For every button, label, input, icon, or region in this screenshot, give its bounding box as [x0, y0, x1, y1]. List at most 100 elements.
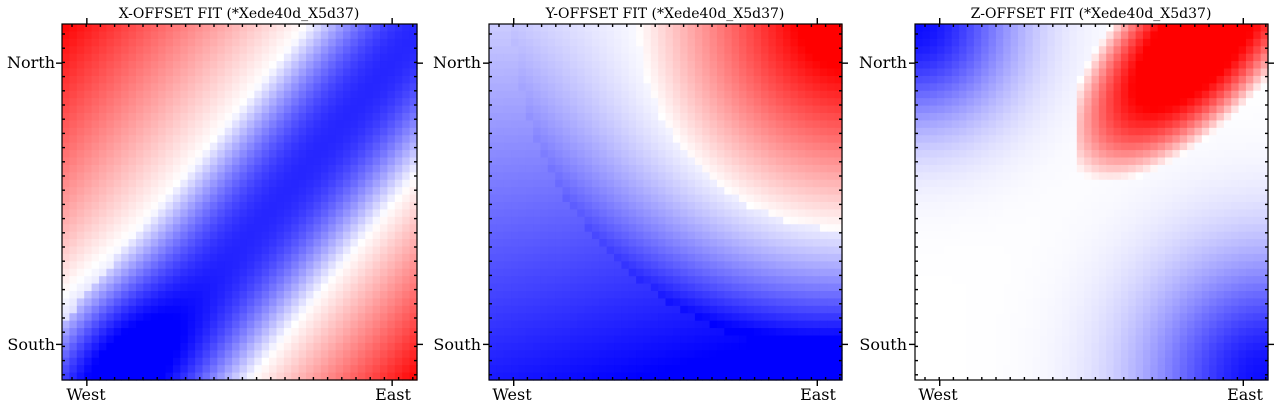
heatmap-cell — [387, 53, 396, 62]
heatmap-cell — [746, 291, 755, 300]
heatmap-cell — [702, 83, 711, 92]
heatmap-cell — [614, 135, 622, 144]
heatmap-cell — [76, 253, 85, 262]
heatmap-cell — [591, 239, 600, 248]
heatmap-cell — [365, 202, 374, 211]
heatmap-cell — [165, 291, 174, 300]
heatmap-cell — [306, 298, 315, 307]
heatmap-cell — [150, 202, 159, 211]
heatmap-cell — [394, 320, 403, 329]
heatmap-cell — [591, 283, 600, 292]
heatmap-cell — [591, 172, 600, 181]
heatmap-cell — [313, 53, 322, 62]
heatmap-cell — [298, 342, 307, 351]
heatmap-cell — [569, 98, 578, 107]
heatmap-cell — [402, 194, 411, 203]
heatmap-cell — [606, 305, 615, 314]
heatmap-cell — [643, 142, 652, 151]
heatmap-cell — [775, 150, 784, 159]
heatmap-cell — [636, 372, 645, 381]
heatmap-cell — [320, 90, 329, 99]
heatmap-cell — [394, 216, 403, 225]
heatmap-cell — [291, 231, 300, 240]
heatmap-cell — [291, 194, 300, 203]
heatmap-cell — [805, 46, 814, 55]
heatmap-cell — [350, 38, 359, 47]
heatmap-cell — [650, 179, 659, 188]
heatmap-cell — [69, 53, 78, 62]
heatmap-cell — [113, 328, 122, 337]
heatmap-cell — [584, 291, 593, 300]
heatmap-cell — [98, 335, 107, 344]
heatmap-cell — [113, 24, 122, 33]
heatmap-cell — [394, 328, 403, 337]
heatmap-cell — [328, 38, 337, 47]
heatmap-cell — [150, 142, 159, 151]
heatmap-cell — [195, 135, 204, 144]
heatmap-cell — [739, 120, 747, 129]
heatmap-cell — [797, 283, 806, 292]
heatmap-cell — [224, 342, 233, 351]
heatmap-cell — [577, 194, 586, 203]
heatmap-cell — [380, 298, 389, 307]
heatmap-cell — [224, 372, 233, 381]
heatmap-cell — [591, 276, 600, 285]
heatmap-cell — [195, 216, 204, 225]
heatmap-cell — [62, 328, 70, 337]
heatmap-cell — [165, 75, 174, 84]
heatmap-cell — [724, 127, 733, 136]
heatmap-cell — [217, 75, 226, 84]
heatmap-cell — [394, 127, 403, 136]
heatmap-cell — [599, 239, 608, 248]
heatmap-cell — [702, 179, 711, 188]
heatmap-cell — [929, 31, 938, 40]
heatmap-cell — [276, 350, 285, 359]
heatmap-cell — [783, 194, 792, 203]
heatmap-cell — [761, 313, 770, 322]
heatmap-cell — [746, 283, 755, 292]
heatmap-cell — [665, 268, 674, 277]
heatmap-cell — [716, 291, 725, 300]
heatmap-cell — [665, 365, 674, 374]
heatmap-cell — [172, 209, 181, 218]
heatmap-cell — [834, 231, 843, 240]
heatmap-cell — [357, 365, 366, 374]
heatmap-cell — [98, 46, 107, 55]
heatmap-cell — [577, 150, 586, 159]
heatmap-cell — [672, 320, 681, 329]
heatmap-cell — [540, 342, 549, 351]
heatmap-cell — [180, 127, 189, 136]
heatmap-cell — [372, 291, 381, 300]
heatmap-cell — [959, 31, 968, 40]
heatmap-cell — [1010, 38, 1019, 47]
heatmap-cell — [394, 31, 403, 40]
heatmap-cell — [577, 75, 586, 84]
heatmap-cell — [135, 372, 144, 381]
heatmap-cell — [584, 224, 593, 233]
heatmap-cell — [797, 357, 806, 366]
heatmap-cell — [298, 127, 307, 136]
heatmap-cell — [394, 305, 403, 314]
heatmap-cell — [819, 142, 828, 151]
heatmap-cell — [569, 268, 578, 277]
heatmap-cell — [217, 53, 226, 62]
heatmap-cell — [716, 24, 725, 33]
heatmap-cell — [665, 328, 674, 337]
heatmap-cell — [350, 120, 359, 129]
heatmap-cell — [687, 268, 696, 277]
heatmap-cell — [62, 350, 70, 359]
heatmap-cell — [165, 261, 174, 270]
heatmap-cell — [834, 113, 843, 122]
heatmap-cell — [489, 142, 497, 151]
heatmap-cell — [547, 135, 556, 144]
heatmap-cell — [775, 75, 784, 84]
heatmap-cell — [217, 365, 226, 374]
heatmap-cell — [812, 350, 821, 359]
heatmap-cell — [819, 83, 828, 92]
heatmap-cell — [69, 342, 78, 351]
heatmap-cell — [915, 38, 923, 47]
heatmap-cell — [775, 90, 784, 99]
heatmap-cell — [195, 179, 204, 188]
heatmap-cell — [224, 291, 233, 300]
heatmap-cell — [246, 90, 255, 99]
